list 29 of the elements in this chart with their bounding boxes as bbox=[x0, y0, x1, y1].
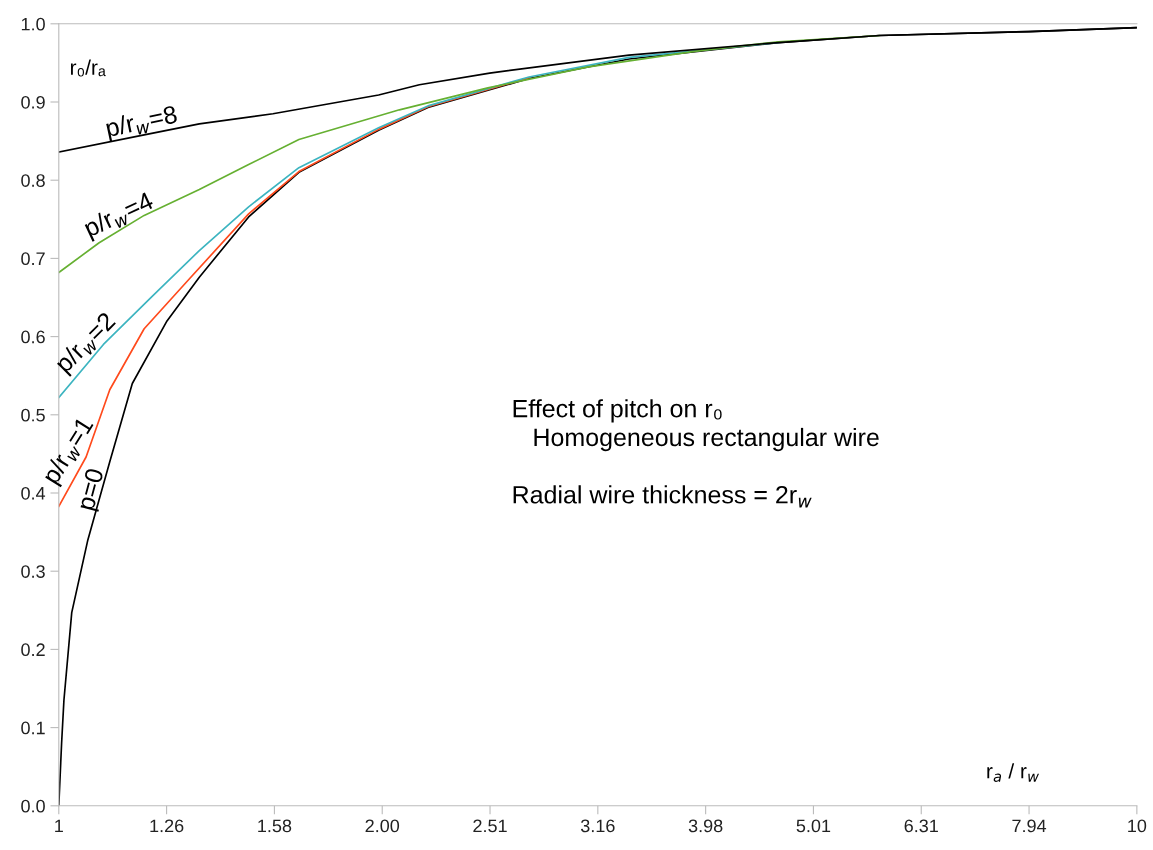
x-tick-label: 7.94 bbox=[1012, 819, 1047, 833]
y-tick-label: 0.5 bbox=[21, 408, 45, 422]
x-tick-label: 3.98 bbox=[688, 819, 723, 833]
y-tick-label: 0.2 bbox=[21, 643, 45, 657]
annotation: p/r$_{w}$=8 bbox=[105, 104, 179, 142]
y-tick-label: 0.6 bbox=[21, 330, 45, 344]
y-tick-label: 0.4 bbox=[21, 486, 46, 500]
y-tick-label: 0.0 bbox=[21, 799, 45, 813]
x-tick-label: 1.26 bbox=[150, 819, 184, 833]
x-tick-label: 1 bbox=[55, 819, 63, 833]
x-tick-label: 10 bbox=[1128, 819, 1147, 833]
x-tick-label: 1.58 bbox=[258, 819, 292, 833]
y-tick-label: 0.8 bbox=[21, 174, 45, 187]
x-tick-label: 5.01 bbox=[796, 819, 831, 833]
x-tick-label: 2.51 bbox=[473, 819, 507, 833]
text: Effect of pitch on r₀ Homogeneous rectangular wire Radial wire thickness = 2r$_{w}$ bbox=[513, 399, 879, 508]
x-tick-label: 6.31 bbox=[904, 819, 938, 833]
annotation: p/r$_{w}$=4 bbox=[82, 190, 157, 242]
y-tick-label: 1.0 bbox=[21, 17, 45, 31]
x-tick-label: 3.16 bbox=[580, 819, 615, 833]
y-tick-label: 0.3 bbox=[21, 565, 45, 578]
y-tick-label: 0.9 bbox=[21, 95, 45, 109]
y-tick-label: 0.1 bbox=[21, 721, 45, 735]
annotation: p=0 bbox=[76, 467, 109, 512]
x-axis-title: r$_{a}$ / r$_{w}$ bbox=[987, 763, 1040, 782]
y-axis-title: r₀/rₐ bbox=[70, 59, 106, 77]
y-tick-label: 0.7 bbox=[21, 252, 45, 266]
annotation: p/r$_{w}$=2 bbox=[53, 310, 120, 377]
x-tick-label: 2.00 bbox=[365, 819, 400, 833]
